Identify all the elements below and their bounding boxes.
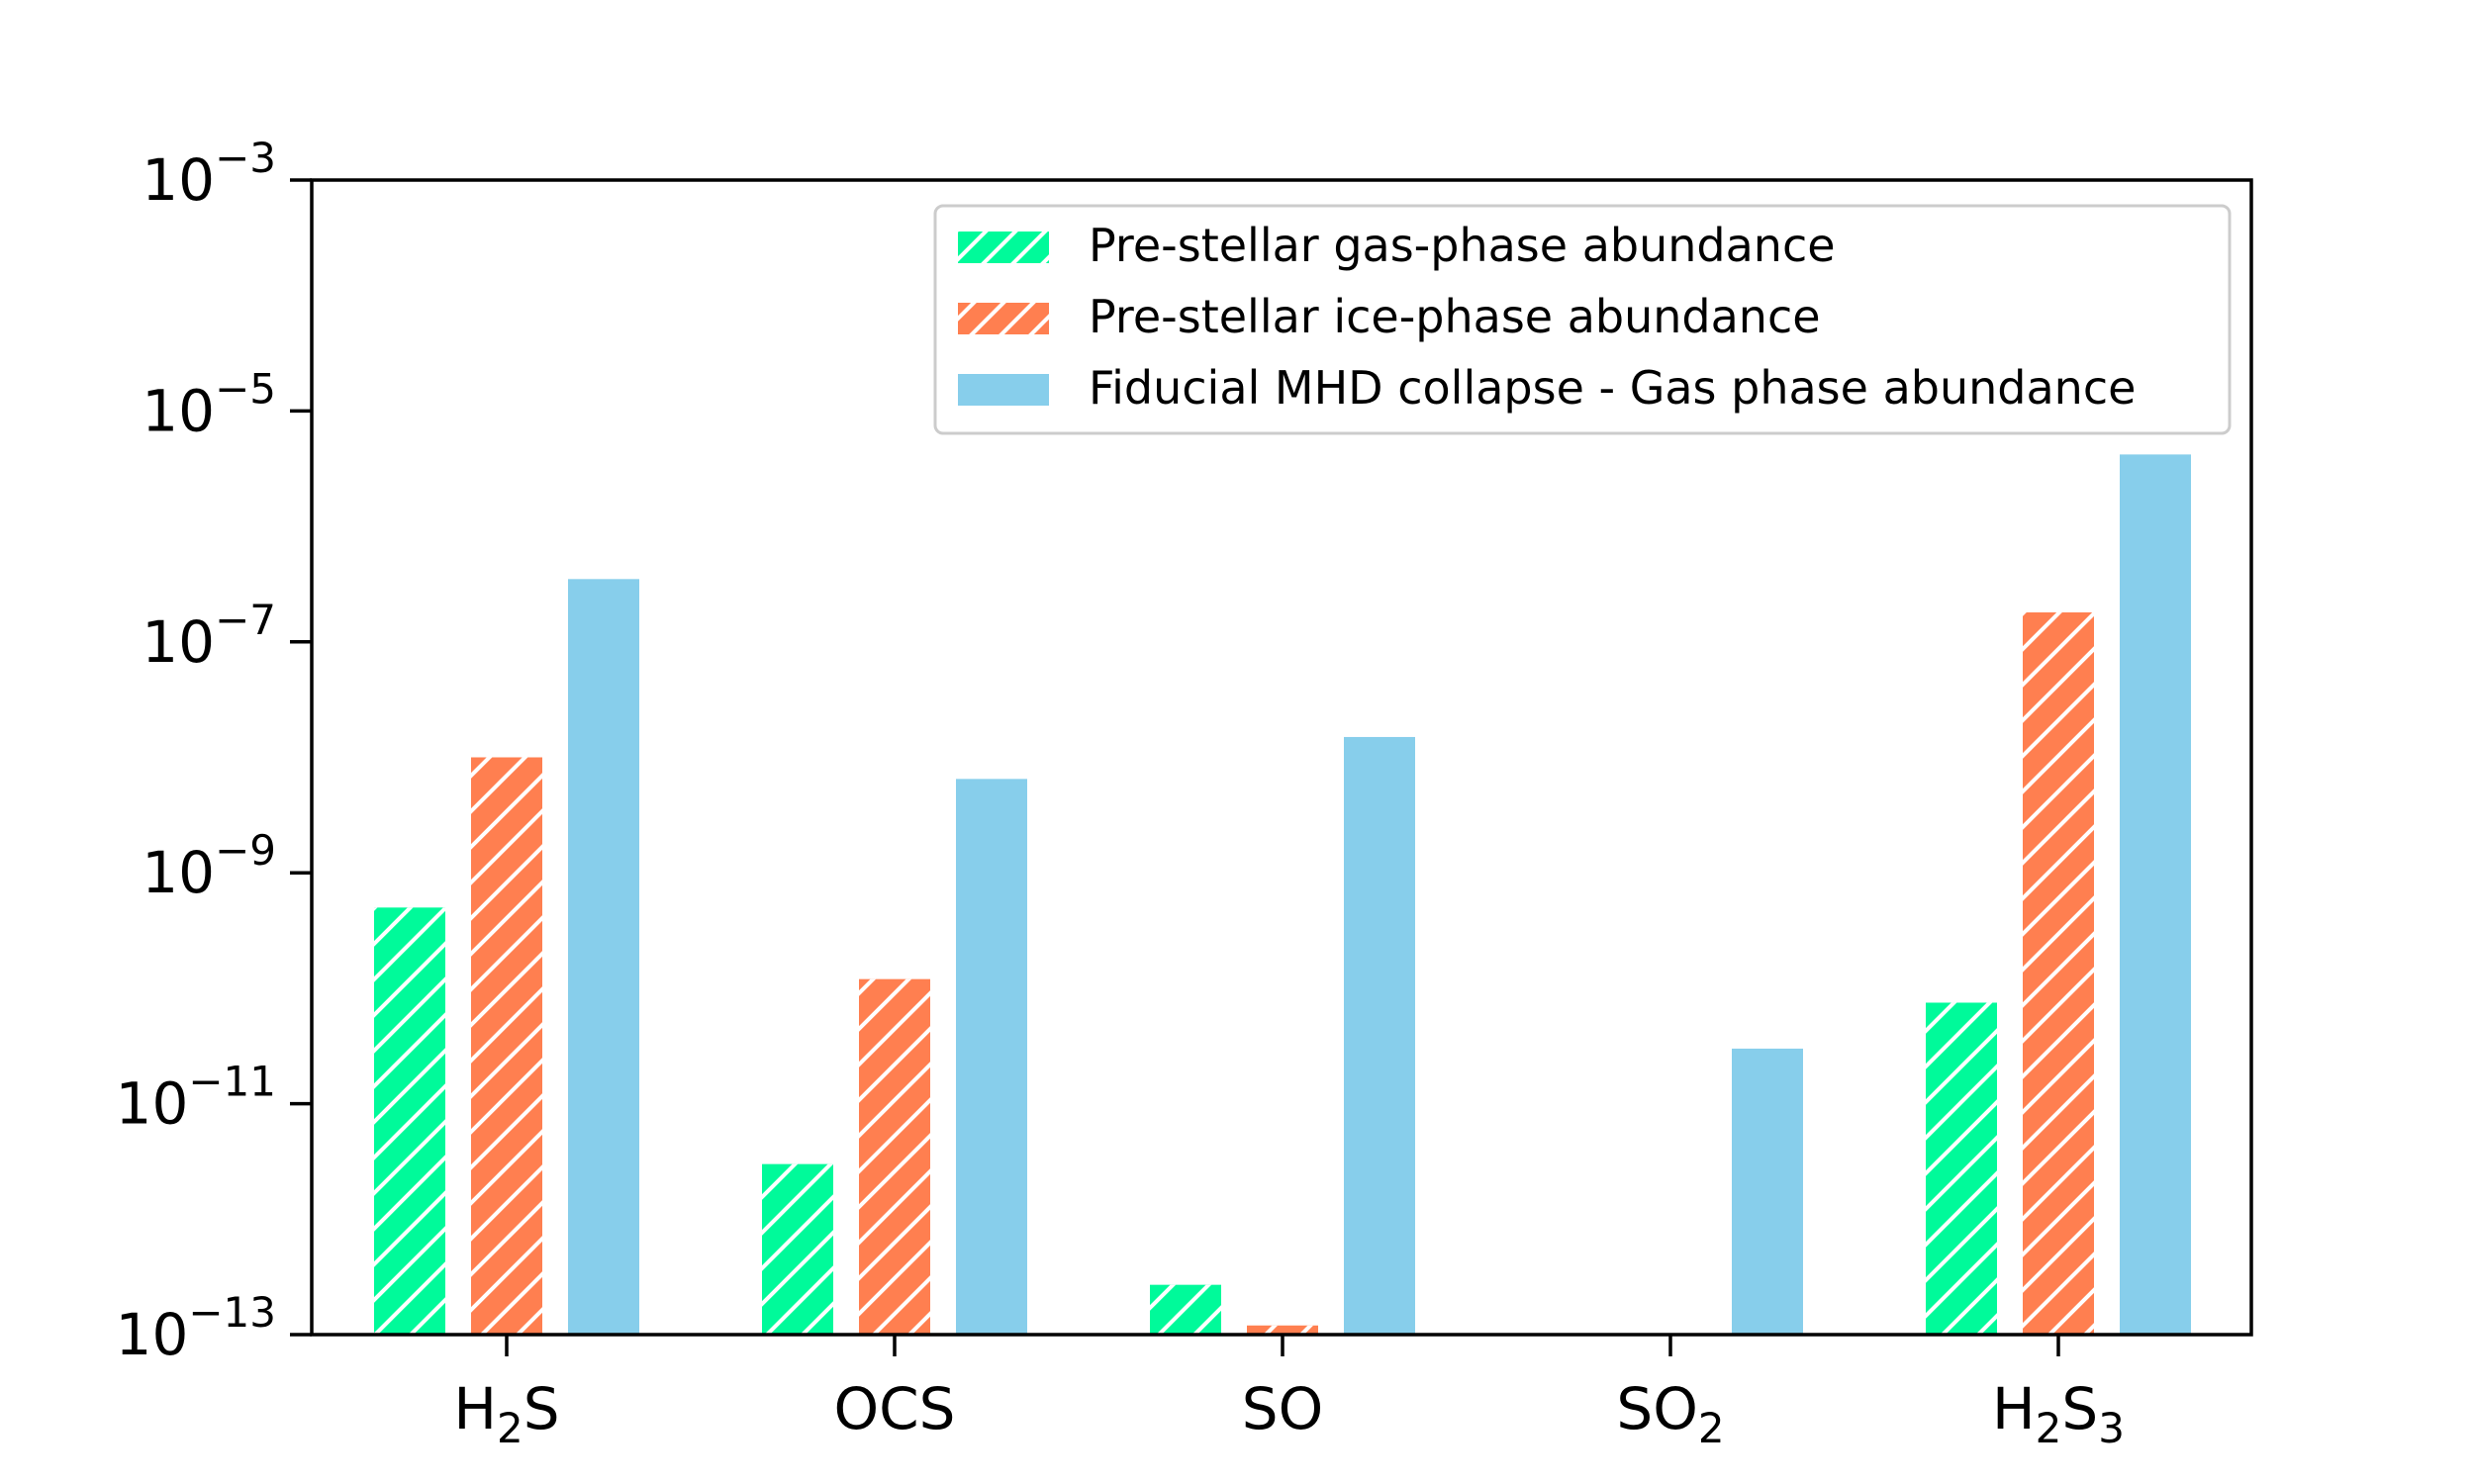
y-tick-label: 10−3	[142, 134, 276, 214]
legend-item: Pre-stellar ice-phase abundance	[958, 290, 1821, 343]
y-tick-base: 10	[116, 1301, 189, 1368]
y-tick-exponent: −3	[215, 134, 276, 182]
bar-0-series-1	[471, 757, 542, 1335]
bar-2-series-2	[1344, 736, 1415, 1335]
y-tick-label: 10−5	[142, 364, 276, 444]
bar-hatch	[1926, 1002, 1997, 1335]
x-label-subscript: 2	[497, 1404, 523, 1452]
y-tick-exponent: −13	[188, 1288, 276, 1337]
bar-2-series-0	[1150, 1284, 1221, 1335]
bar-fill	[568, 579, 639, 1335]
bar-3-series-2	[1732, 1048, 1803, 1335]
bar-2-series-1	[1247, 1325, 1318, 1335]
legend-swatch	[958, 374, 1049, 406]
y-tick-label: 10−9	[142, 826, 276, 906]
x-label-text: SO	[1616, 1375, 1697, 1442]
x-tick-label: SO	[1242, 1375, 1323, 1442]
x-axis: H2S OCS SO SO2 H2S3	[453, 1335, 2125, 1452]
y-tick-label: 10−7	[142, 596, 276, 676]
y-tick-exponent: −9	[215, 826, 276, 875]
legend: Pre-stellar gas-phase abundance Pre-stell…	[933, 204, 2232, 435]
x-label-subscript: 3	[2098, 1404, 2125, 1452]
bar-hatch	[762, 1163, 833, 1335]
legend-box	[933, 204, 2232, 435]
x-tick-label: H2S3	[1992, 1375, 2125, 1452]
x-label-text: S	[523, 1375, 560, 1442]
legend-label: Pre-stellar ice-phase abundance	[1089, 290, 1821, 343]
bar-fill	[1732, 1048, 1803, 1335]
bar-hatch	[374, 907, 445, 1335]
bar-1-series-1	[859, 978, 930, 1335]
y-tick-label: 10−11	[116, 1058, 276, 1138]
x-label-text: OCS	[834, 1375, 956, 1442]
legend-swatch-hatch	[958, 232, 1049, 263]
bar-fill	[2120, 454, 2191, 1335]
y-tick-base: 10	[142, 146, 215, 214]
bar-hatch	[859, 978, 930, 1335]
bar-hatch	[2023, 612, 2094, 1335]
x-label-subscript: 2	[1698, 1404, 1725, 1452]
y-tick-exponent: −7	[215, 596, 276, 644]
legend-label: Pre-stellar gas-phase abundance	[1089, 219, 1836, 272]
bar-4-series-2	[2120, 454, 2191, 1335]
bars-layer	[374, 454, 2191, 1335]
y-tick-base: 10	[116, 1070, 189, 1138]
y-tick-base: 10	[142, 377, 215, 444]
legend-item: Pre-stellar gas-phase abundance	[958, 219, 1836, 272]
x-label-text: H	[1992, 1375, 2036, 1442]
bar-4-series-0	[1926, 1002, 1997, 1335]
y-tick-exponent: −11	[188, 1058, 276, 1106]
x-label-text: S	[2061, 1375, 2098, 1442]
y-tick-label: 10−13	[116, 1288, 276, 1368]
bar-0-series-2	[568, 579, 639, 1335]
y-tick-base: 10	[142, 839, 215, 906]
x-tick-label: OCS	[834, 1375, 956, 1442]
bar-0-series-0	[374, 907, 445, 1335]
bar-hatch	[471, 757, 542, 1335]
bar-hatch	[1150, 1284, 1221, 1335]
bar-fill	[956, 779, 1027, 1335]
legend-label: Fiducial MHD collapse - Gas phase abunda…	[1089, 361, 2136, 415]
x-label-text: H	[453, 1375, 497, 1442]
bar-hatch	[1247, 1325, 1318, 1335]
x-label-subscript: 2	[2036, 1404, 2062, 1452]
bar-fill	[1344, 736, 1415, 1335]
bar-1-series-2	[956, 779, 1027, 1335]
x-tick-label: SO2	[1616, 1375, 1724, 1452]
x-tick-label: H2S	[453, 1375, 559, 1452]
bar-4-series-1	[2023, 612, 2094, 1335]
legend-swatch-hatch	[958, 303, 1049, 334]
legend-item: Fiducial MHD collapse - Gas phase abunda…	[958, 361, 2136, 415]
y-tick-exponent: −5	[215, 364, 276, 413]
bar-1-series-0	[762, 1163, 833, 1335]
y-tick-base: 10	[142, 608, 215, 676]
x-label-text: SO	[1242, 1375, 1323, 1442]
